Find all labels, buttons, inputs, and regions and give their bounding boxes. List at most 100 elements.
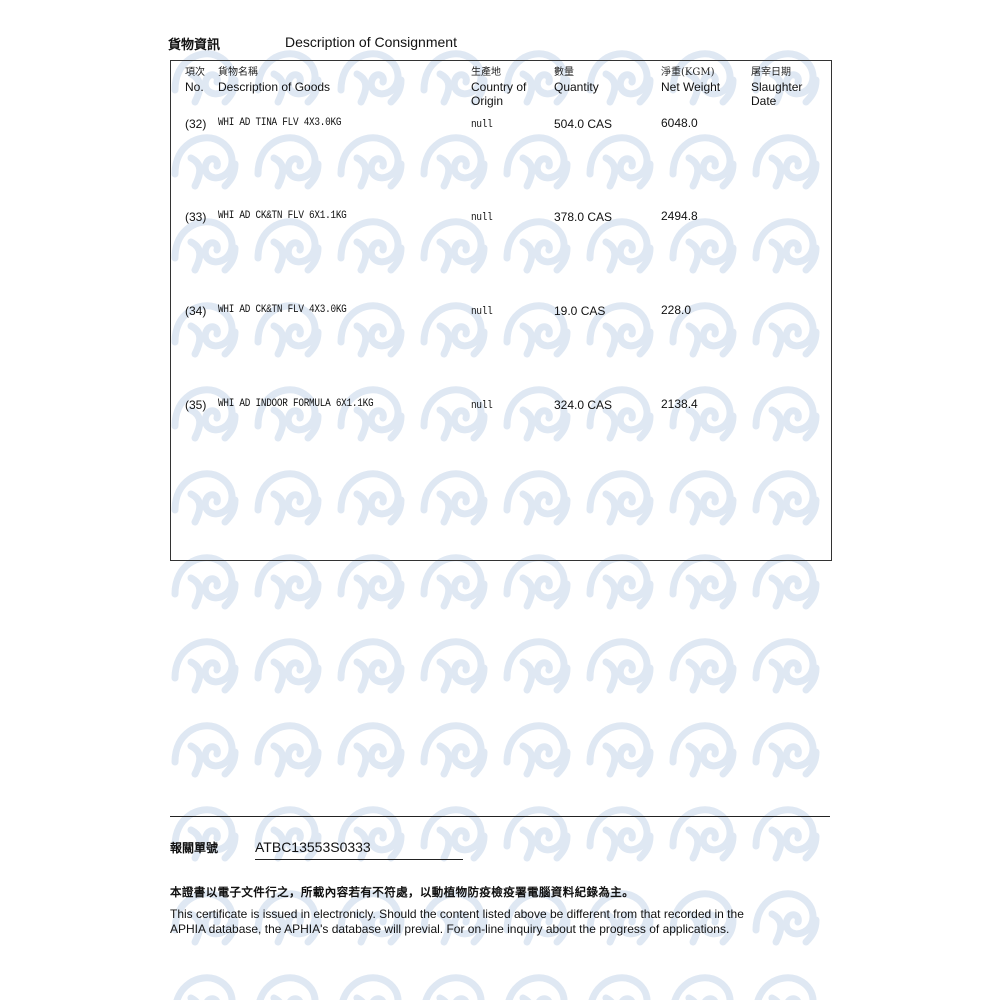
watermark-swirl-icon — [420, 302, 488, 358]
watermark-swirl-icon — [256, 974, 319, 1000]
watermark-swirl-icon — [171, 50, 239, 106]
watermark-swirl-icon — [586, 470, 654, 526]
watermark-swirl-icon — [171, 302, 239, 358]
watermark-swirl-icon — [752, 50, 820, 106]
column-header-zh: 屠宰日期 — [751, 67, 791, 78]
watermark-swirl-icon — [420, 554, 488, 610]
column-header-en: Description of Goods — [218, 80, 331, 94]
watermark-swirl-icon — [254, 638, 322, 694]
watermark-swirl-icon — [339, 974, 402, 1000]
watermark-swirl-icon — [669, 386, 737, 442]
watermark-swirl-icon — [420, 134, 488, 190]
watermark-swirl-icon — [669, 218, 737, 274]
cell-weight: 228.0 — [661, 303, 692, 317]
watermark-swirl-icon — [752, 722, 820, 778]
watermark-swirl-icon — [420, 386, 488, 442]
watermark-swirl-icon — [337, 638, 405, 694]
watermark-swirl-icon — [173, 974, 236, 1000]
column-header-en: No. — [185, 80, 204, 94]
cell-desc: WHI AD INDOOR FORMULA 6X1.1KG — [218, 398, 374, 410]
watermark-swirl-icon — [752, 134, 820, 190]
watermark-swirl-icon — [752, 890, 820, 946]
watermark-swirl-icon — [669, 890, 737, 946]
watermark-swirl-icon — [503, 554, 571, 610]
cell-qty: 19.0 CAS — [554, 304, 606, 318]
watermark-swirl-icon — [171, 554, 239, 610]
watermark-swirl-icon — [254, 722, 322, 778]
watermark-swirl-icon — [586, 218, 654, 274]
column-header-en: Quantity — [554, 80, 599, 94]
watermark-swirl-icon — [420, 218, 488, 274]
column-header-zh: 數量 — [554, 67, 574, 78]
watermark-swirl-icon — [586, 890, 654, 946]
watermark-swirl-icon — [337, 890, 405, 946]
watermark-swirl-icon — [420, 806, 488, 862]
watermark-swirl-icon — [503, 890, 571, 946]
notice-en-line2: APHIA database, the APHIA's database wil… — [170, 922, 730, 936]
watermark-swirl-icon — [337, 134, 405, 190]
watermark-swirl-icon — [669, 134, 737, 190]
column-header-zh: 生產地 — [471, 67, 501, 78]
cell-origin: null — [471, 306, 493, 318]
notice-en-line1: This certificate is issued in electronic… — [170, 907, 744, 921]
watermark-swirl-icon — [337, 722, 405, 778]
cell-origin: null — [471, 212, 493, 224]
watermark-swirl-icon — [669, 722, 737, 778]
watermark-swirl-icon — [254, 554, 322, 610]
cell-origin: null — [471, 400, 493, 412]
cell-no: (34) — [185, 304, 207, 318]
watermark-swirl-icon — [420, 722, 488, 778]
watermark-swirl-icon — [586, 386, 654, 442]
cell-qty: 378.0 CAS — [554, 210, 613, 224]
cell-no: (35) — [185, 398, 207, 412]
declaration-number: ATBC13553S0333 — [255, 839, 371, 855]
watermark-swirl-icon — [420, 50, 488, 106]
watermark-swirl-icon — [171, 890, 239, 946]
watermark-swirl-icon — [669, 302, 737, 358]
watermark-swirl-icon — [337, 554, 405, 610]
cell-weight: 6048.0 — [661, 116, 698, 130]
cell-desc: WHI AD CK&TN FLV 4X3.0KG — [218, 304, 347, 316]
watermark-swirl-icon — [171, 806, 239, 862]
cell-origin: null — [471, 119, 493, 131]
watermark-swirl-icon — [586, 806, 654, 862]
watermark-swirl-icon — [503, 134, 571, 190]
declaration-underline — [255, 859, 463, 860]
watermark-swirl-icon — [752, 470, 820, 526]
cell-weight: 2494.8 — [661, 209, 698, 223]
column-header-zh: 貨物名稱 — [218, 67, 258, 78]
watermark-swirl-icon — [422, 974, 485, 1000]
cell-qty: 504.0 CAS — [554, 117, 613, 131]
column-header-zh: 淨重(KGM) — [661, 67, 715, 78]
watermark-swirl-icon — [171, 722, 239, 778]
watermark-swirl-icon — [503, 386, 571, 442]
cell-no: (32) — [185, 117, 207, 131]
watermark-swirl-icon — [752, 386, 820, 442]
watermark-swirl-icon — [503, 302, 571, 358]
watermark-swirl-icon — [752, 806, 820, 862]
watermark-swirl-icon — [752, 554, 820, 610]
watermark-swirl-icon — [586, 302, 654, 358]
watermark-swirl-icon — [586, 638, 654, 694]
consignment-table — [170, 60, 832, 561]
watermark-swirl-icon — [503, 470, 571, 526]
watermark-swirl-icon — [503, 806, 571, 862]
declaration-label: 報關單號 — [170, 841, 219, 855]
watermark-swirl-icon — [171, 134, 239, 190]
watermark-swirl-icon — [254, 218, 322, 274]
watermark-swirl-icon — [586, 722, 654, 778]
cell-desc: WHI AD CK&TN FLV 6X1.1KG — [218, 210, 347, 222]
watermark-swirl-icon — [171, 638, 239, 694]
watermark-swirl-icon — [669, 554, 737, 610]
cell-qty: 324.0 CAS — [554, 398, 613, 412]
column-header-en: Net Weight — [661, 80, 721, 94]
cell-desc: WHI AD TINA FLV 4X3.0KG — [218, 117, 342, 129]
watermark-swirl-icon — [171, 386, 239, 442]
watermark-swirl-icon — [420, 890, 488, 946]
watermark-swirl-icon — [503, 218, 571, 274]
watermark-swirl-icon — [752, 638, 820, 694]
watermark-swirl-icon — [254, 806, 322, 862]
column-header-zh: 項次 — [185, 67, 205, 78]
watermark-swirl-icon — [337, 50, 405, 106]
